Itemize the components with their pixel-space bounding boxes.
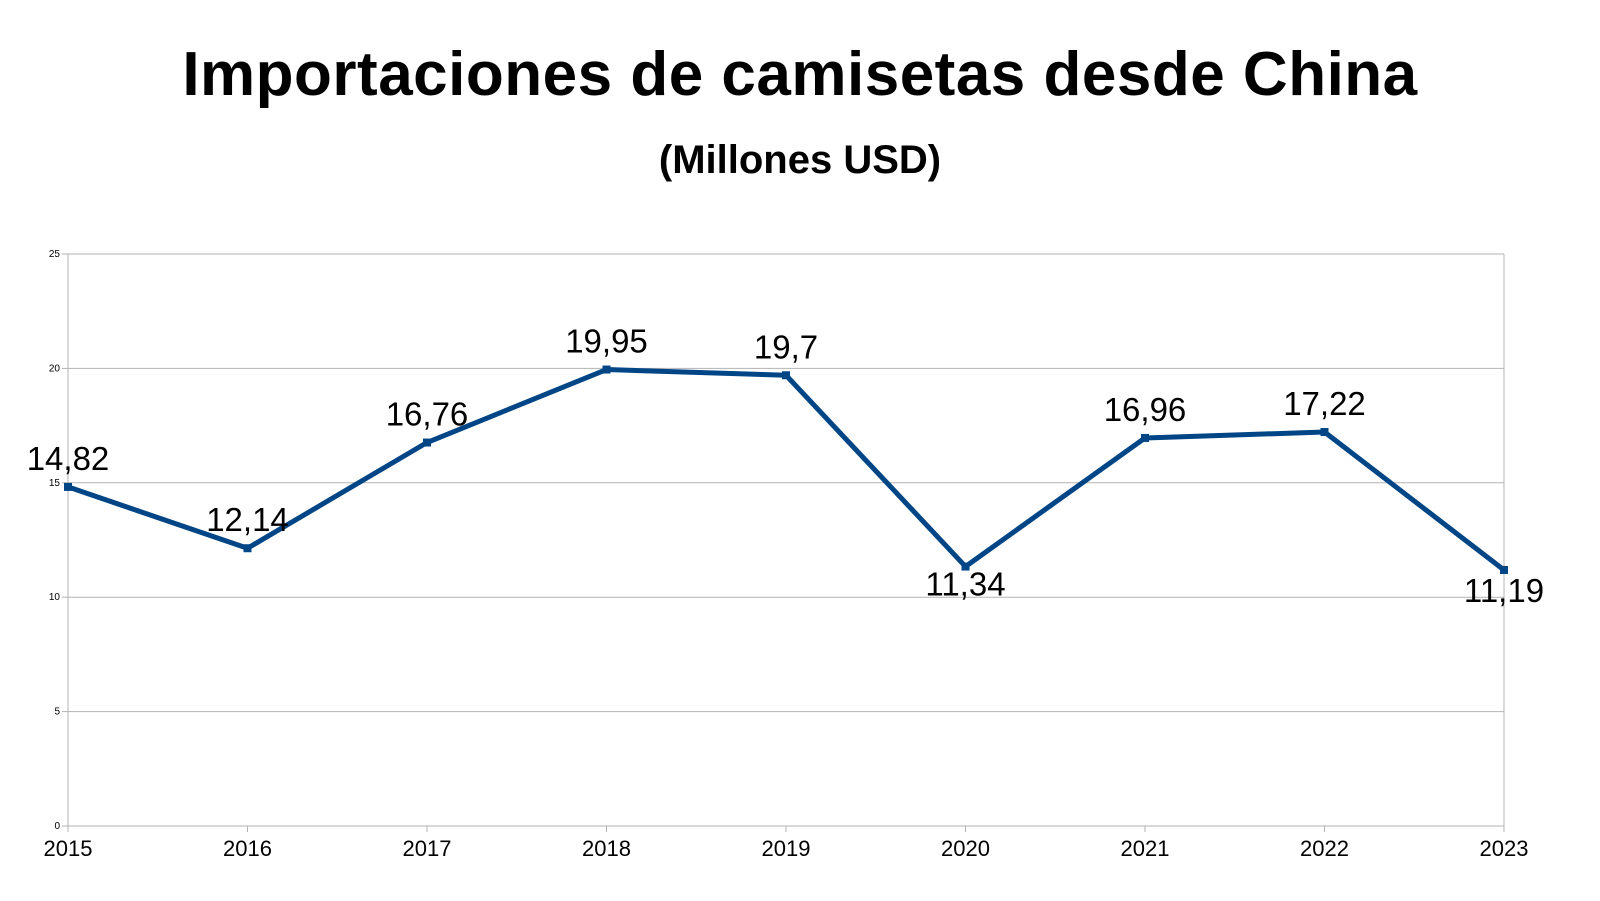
x-tick-label: 2019 — [762, 836, 811, 861]
x-tick-label: 2021 — [1121, 836, 1170, 861]
data-point — [1141, 433, 1149, 442]
x-tick-label: 2022 — [1300, 836, 1349, 861]
data-point — [1500, 565, 1508, 574]
x-tick-label: 2016 — [223, 836, 272, 861]
x-tick-label: 2017 — [403, 836, 452, 861]
data-label: 12,14 — [206, 501, 289, 538]
data-point — [423, 438, 431, 447]
x-tick-label: 2015 — [44, 836, 93, 861]
data-label: 11,19 — [1464, 572, 1544, 609]
data-label: 16,96 — [1104, 391, 1187, 428]
y-axis-tick-labels: 0 5 10 15 20 25 — [49, 249, 61, 832]
y-tick-label: 5 — [54, 707, 60, 718]
axes — [62, 253, 1505, 832]
data-point — [64, 482, 72, 491]
y-tick-label: 10 — [49, 592, 61, 603]
data-label: 16,76 — [386, 396, 469, 433]
series-line — [64, 365, 1508, 574]
data-point — [782, 371, 790, 380]
chart-title: Importaciones de camisetas desde China — [182, 40, 1418, 109]
data-point — [961, 562, 970, 571]
x-tick-label: 2018 — [582, 836, 631, 861]
y-tick-label: 0 — [54, 821, 60, 832]
y-tick-label: 25 — [49, 249, 61, 260]
x-axis-tick-labels: 2015 2016 2017 2018 2019 2020 2021 2022 2023 — [44, 836, 1529, 861]
y-tick-label: 15 — [49, 478, 61, 489]
data-point — [1320, 428, 1329, 437]
data-label: 17,22 — [1283, 385, 1366, 422]
x-tick-label: 2023 — [1480, 836, 1529, 861]
data-label: 19,7 — [754, 328, 818, 365]
data-label: 14,82 — [27, 440, 110, 477]
chart-subtitle: (Millones USD) — [658, 138, 942, 182]
data-label: 19,95 — [565, 323, 648, 360]
data-label: 11,34 — [925, 566, 1005, 603]
data-point — [243, 544, 252, 553]
y-tick-label: 20 — [49, 363, 61, 374]
data-labels: 14,82 12,14 16,76 19,95 19,7 11,34 16,96 17,22 1… — [27, 323, 1544, 609]
data-point — [602, 365, 611, 374]
x-tick-label: 2020 — [941, 836, 990, 861]
